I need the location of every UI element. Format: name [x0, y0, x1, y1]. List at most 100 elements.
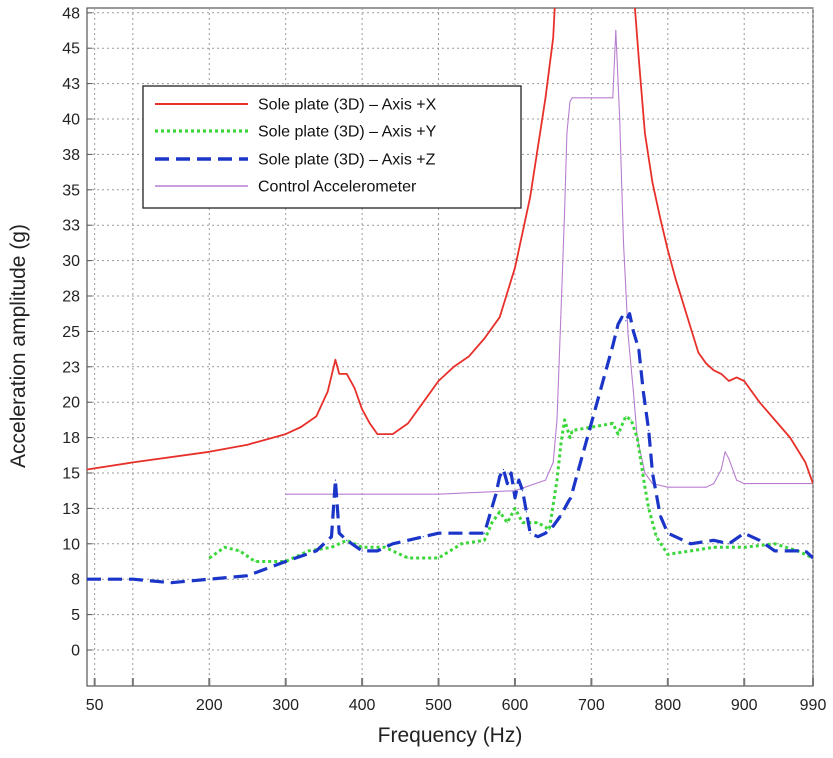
data-point	[625, 320, 627, 322]
data-point	[789, 550, 791, 552]
data-point	[208, 557, 210, 559]
data-point	[285, 493, 287, 495]
data-point	[571, 429, 573, 432]
data-point	[361, 546, 363, 548]
data-point	[514, 497, 516, 499]
data-point	[552, 37, 554, 39]
data-point	[407, 539, 409, 541]
data-point	[422, 401, 424, 403]
data-point	[789, 437, 791, 439]
data-point	[667, 249, 669, 251]
data-point	[254, 560, 256, 563]
data-point	[736, 376, 738, 378]
data-point	[361, 493, 363, 495]
data-point	[544, 532, 547, 534]
data-point	[514, 507, 516, 509]
data-point	[437, 532, 440, 534]
data-point	[564, 210, 566, 212]
data-point	[407, 557, 409, 559]
data-point	[682, 302, 684, 304]
data-point	[208, 451, 210, 453]
data-point	[285, 433, 287, 435]
data-point	[453, 532, 455, 534]
data-point	[353, 387, 356, 389]
data-point	[651, 472, 654, 474]
y-tick-label: 45	[62, 41, 80, 58]
data-point	[743, 380, 745, 382]
data-point	[567, 500, 570, 502]
y-tick-label: 18	[62, 430, 80, 447]
data-point	[690, 327, 692, 329]
x-tick-label: 600	[502, 697, 529, 714]
data-point	[659, 514, 661, 517]
data-point	[518, 479, 520, 481]
data-point	[87, 468, 88, 471]
data-point	[346, 373, 348, 375]
data-point	[384, 546, 386, 548]
x-tick-label: 50	[86, 697, 104, 714]
data-point	[132, 461, 134, 463]
data-point	[315, 415, 317, 417]
data-point	[560, 514, 562, 517]
data-point	[617, 323, 619, 325]
data-point	[612, 422, 614, 424]
data-point	[208, 578, 210, 580]
data-point	[239, 550, 241, 552]
y-tick-label: 10	[62, 536, 80, 553]
data-point	[552, 461, 554, 463]
data-point	[569, 437, 571, 439]
data-point	[544, 97, 547, 99]
x-tick-label: 400	[349, 697, 376, 714]
data-point	[713, 539, 715, 541]
data-point	[690, 543, 692, 545]
x-axis-label: Frequency (Hz)	[378, 724, 523, 747]
data-point	[743, 546, 745, 548]
y-tick-label: 33	[62, 218, 80, 235]
data-point	[724, 451, 726, 453]
data-point	[315, 550, 317, 552]
data-point	[651, 182, 654, 184]
data-point	[644, 472, 646, 474]
data-point	[571, 97, 573, 99]
data-point	[330, 546, 333, 548]
data-point	[720, 468, 722, 471]
y-tick-label: 5	[71, 607, 80, 624]
data-point	[560, 316, 562, 318]
data-point	[774, 543, 776, 545]
y-tick-label: 20	[62, 395, 80, 412]
data-point	[713, 546, 715, 548]
y-tick-label: 25	[62, 324, 80, 341]
data-point	[621, 316, 623, 318]
data-point	[625, 415, 627, 417]
y-tick-label: 30	[62, 253, 80, 270]
y-tick-label: 13	[62, 501, 80, 518]
y-tick-label: 35	[62, 182, 80, 199]
data-point	[659, 217, 661, 219]
data-point	[619, 118, 621, 120]
data-point	[407, 422, 409, 424]
data-point	[612, 345, 614, 347]
data-point	[506, 483, 508, 485]
data-point	[552, 525, 554, 527]
data-point	[644, 486, 646, 488]
x-tick-label: 700	[578, 697, 605, 714]
data-point	[502, 468, 505, 471]
y-tick-label: 8	[71, 572, 80, 589]
data-point	[537, 522, 539, 524]
data-point	[617, 433, 619, 435]
data-point	[667, 553, 669, 556]
data-point	[774, 419, 776, 421]
data-point	[713, 369, 715, 371]
data-point	[705, 362, 707, 364]
x-tick-label: 500	[425, 697, 452, 714]
data-point	[483, 337, 485, 340]
data-point	[632, 330, 635, 332]
data-point	[376, 550, 378, 552]
data-point	[529, 532, 531, 534]
data-point	[285, 560, 287, 563]
x-tick-label: 200	[196, 697, 223, 714]
data-point	[560, 444, 562, 446]
data-point	[246, 575, 249, 577]
y-tick-label: 23	[62, 359, 80, 376]
data-point	[758, 401, 761, 403]
